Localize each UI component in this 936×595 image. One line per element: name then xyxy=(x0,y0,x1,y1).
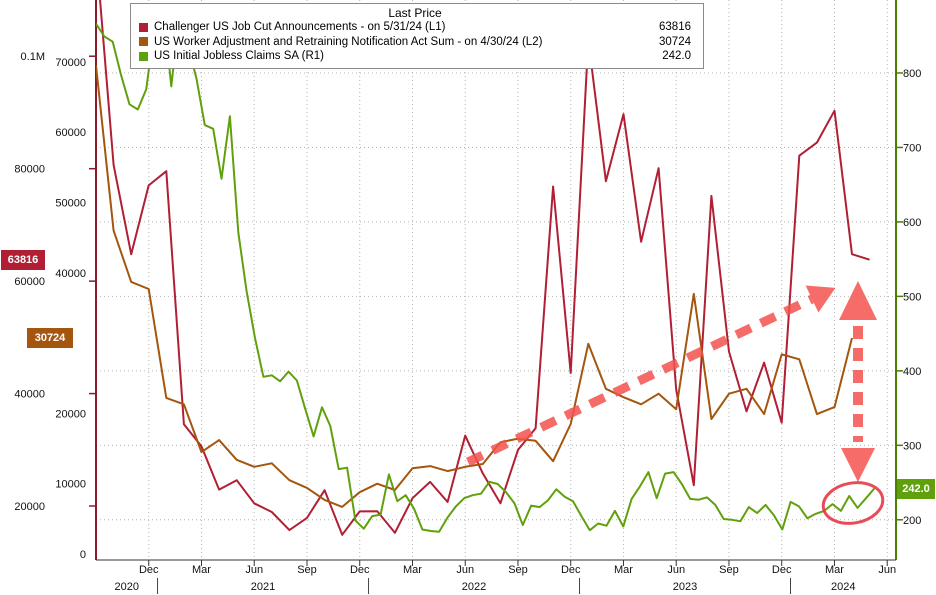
l2-tick-label: 10000 xyxy=(55,479,86,491)
month-tick-label: Sep xyxy=(508,564,528,576)
legend-rows: Challenger US Job Cut Announcements - on… xyxy=(139,20,691,64)
legend-item-0: Challenger US Job Cut Announcements - on… xyxy=(139,20,691,35)
down-arrowhead-icon xyxy=(841,448,875,482)
series-line-2 xyxy=(96,3,876,533)
annotations xyxy=(466,281,885,525)
legend-last-price: 242.0 xyxy=(662,50,691,62)
month-tick-label: Dec xyxy=(350,564,370,576)
year-label: 2020 xyxy=(115,581,139,593)
r1-tick-label: 200 xyxy=(903,515,921,527)
gridlines xyxy=(96,0,896,560)
legend-item-2: US Initial Jobless Claims SA (R1) 242.0 xyxy=(139,49,691,64)
highlight-ellipse-icon xyxy=(821,481,885,525)
r1-tick-label: 600 xyxy=(903,217,921,229)
series-line-1 xyxy=(96,65,853,508)
month-tick-label: Mar xyxy=(403,564,422,576)
r1-last-price-badge: 242.0 xyxy=(897,478,935,499)
r1-tick-label: 400 xyxy=(903,366,921,378)
month-tick-label: Jun xyxy=(456,564,474,576)
legend-swatch-icon xyxy=(139,51,148,61)
legend-last-price: 30724 xyxy=(659,35,691,48)
month-tick-label: Dec xyxy=(139,564,159,576)
l1-tick-label: 60000 xyxy=(14,276,45,288)
l1-last-price-badge: 63816 xyxy=(1,249,45,270)
month-tick-label: Dec xyxy=(561,564,581,576)
l1-tick-label: 0.1M xyxy=(21,51,45,63)
l1-tick-label: 40000 xyxy=(14,389,45,401)
month-tick-label: Jun xyxy=(245,564,263,576)
year-label: 2023 xyxy=(673,581,697,593)
month-tick-label: Jun xyxy=(878,564,896,576)
axis-spines xyxy=(89,0,903,594)
month-tick-label: Mar xyxy=(192,564,211,576)
l1-tick-label: 20000 xyxy=(14,501,45,513)
month-tick-label: Sep xyxy=(719,564,739,576)
legend-title: Last Price xyxy=(388,6,442,20)
series-line-0 xyxy=(99,0,870,536)
year-label: 2024 xyxy=(831,581,855,593)
month-tick-label: Mar xyxy=(825,564,844,576)
l1-tick-label: 80000 xyxy=(14,164,45,176)
legend-label: US Initial Jobless Claims SA (R1) xyxy=(154,50,324,62)
chart-legend: Last Price Challenger US Job Cut Announc… xyxy=(130,3,704,69)
month-tick-label: Dec xyxy=(772,564,792,576)
trend-arrow-dashes xyxy=(466,294,814,467)
l2-last-price-badge: 30724 xyxy=(27,328,73,348)
r1-tick-label: 300 xyxy=(903,440,921,452)
series-lines xyxy=(96,0,876,536)
l2-tick-label: 60000 xyxy=(55,127,86,139)
l2-tick-label: 0 xyxy=(80,549,86,561)
month-tick-label: Sep xyxy=(297,564,317,576)
legend-last-price: 63816 xyxy=(659,21,691,33)
legend-label: US Worker Adjustment and Retraining Noti… xyxy=(154,35,543,48)
r1-tick-label: 800 xyxy=(903,68,921,80)
up-arrowhead-icon xyxy=(839,281,877,320)
l2-tick-label: 40000 xyxy=(55,268,86,280)
month-tick-label: Mar xyxy=(614,564,633,576)
legend-item-1: US Worker Adjustment and Retraining Noti… xyxy=(139,35,691,50)
legend-swatch-icon xyxy=(139,37,148,47)
month-tick-label: Jun xyxy=(667,564,685,576)
l2-tick-label: 50000 xyxy=(55,197,86,209)
arrowhead-icon xyxy=(805,285,836,313)
year-label: 2021 xyxy=(251,581,275,593)
l2-tick-label: 20000 xyxy=(55,408,86,420)
legend-label: Challenger US Job Cut Announcements - on… xyxy=(154,21,446,33)
axis-tick-labels: 0.1M 80000 60000 40000 20000 70000 60000 50000 4… xyxy=(14,51,921,593)
r1-tick-label: 500 xyxy=(903,291,921,303)
r1-tick-label: 700 xyxy=(903,142,921,154)
l2-tick-label: 70000 xyxy=(55,57,86,69)
legend-swatch-icon xyxy=(139,22,148,32)
year-label: 2022 xyxy=(462,581,486,593)
